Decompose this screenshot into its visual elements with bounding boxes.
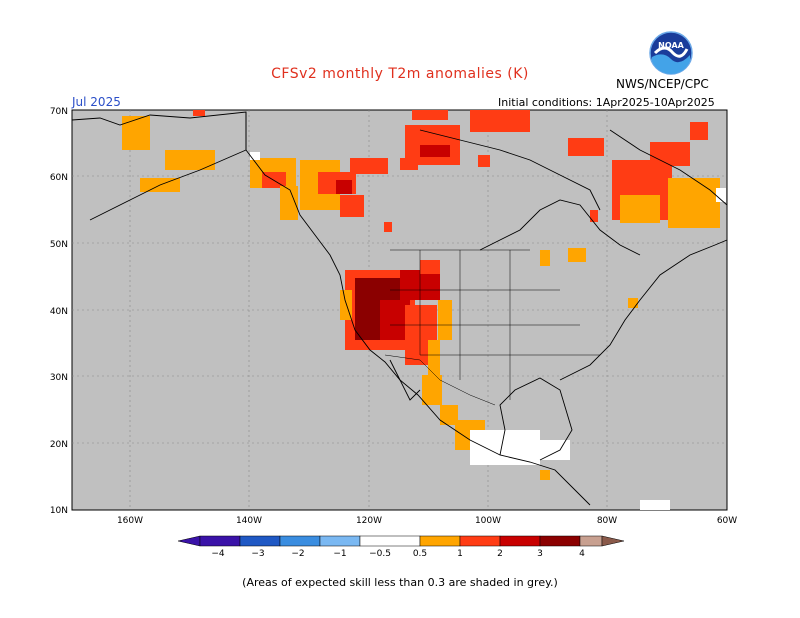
legend-swatch (539, 535, 581, 547)
legend-label: −2 (291, 549, 304, 559)
legend-label: −0.5 (369, 549, 391, 559)
agency-label: NWS/NCEP/CPC (616, 77, 709, 91)
longitude-labels: 160W 140W 120W 100W 80W 60W (117, 516, 737, 526)
legend-label: 0.5 (413, 549, 427, 559)
legend-label: −1 (333, 549, 346, 559)
map-title: CFSv2 monthly T2m anomalies (K) (271, 66, 529, 82)
legend-swatch (359, 535, 421, 547)
legend-arrow-right (601, 535, 625, 547)
lat-label: 20N (50, 440, 68, 450)
lon-label: 100W (475, 516, 501, 526)
legend-label: 3 (537, 549, 543, 559)
logo-text: NOAA (658, 41, 684, 50)
lon-label: 140W (236, 516, 262, 526)
initial-conditions: Initial conditions: 1Apr2025-10Apr2025 (498, 96, 715, 109)
legend-swatch (499, 535, 541, 547)
legend-arrow-left (177, 535, 201, 547)
lon-label: 160W (117, 516, 143, 526)
lat-label: 50N (50, 240, 68, 250)
legend-label: 2 (497, 549, 503, 559)
lon-label: 120W (356, 516, 382, 526)
latitude-labels: 70N 60N 50N 40N 30N 20N 10N (50, 107, 68, 516)
legend-swatch (199, 535, 241, 547)
lat-label: 60N (50, 173, 68, 183)
skill-footnote: (Areas of expected skill less than 0.3 a… (242, 576, 558, 589)
legend-swatch (419, 535, 461, 547)
legend-label: 1 (457, 549, 463, 559)
lon-label: 80W (597, 516, 617, 526)
lon-label: 60W (717, 516, 737, 526)
political-borders (384, 249, 600, 406)
legend-label: 4 (579, 549, 585, 559)
noaa-logo-icon: NOAA (649, 31, 693, 75)
lat-label: 40N (50, 307, 68, 317)
coastlines (71, 111, 728, 506)
lat-label: 10N (50, 506, 68, 516)
legend-swatch (279, 535, 321, 547)
legend-label: −3 (251, 549, 264, 559)
color-legend: −4 −3 −2 −1 −0.5 0.5 1 2 3 4 (177, 535, 625, 559)
target-month: Jul 2025 (72, 95, 121, 109)
lat-label: 30N (50, 373, 68, 383)
legend-swatch (239, 535, 281, 547)
legend-swatch (319, 535, 361, 547)
legend-label: −4 (211, 549, 225, 559)
legend-swatch (459, 535, 501, 547)
legend-swatch (579, 535, 603, 547)
lat-label: 70N (50, 107, 68, 117)
